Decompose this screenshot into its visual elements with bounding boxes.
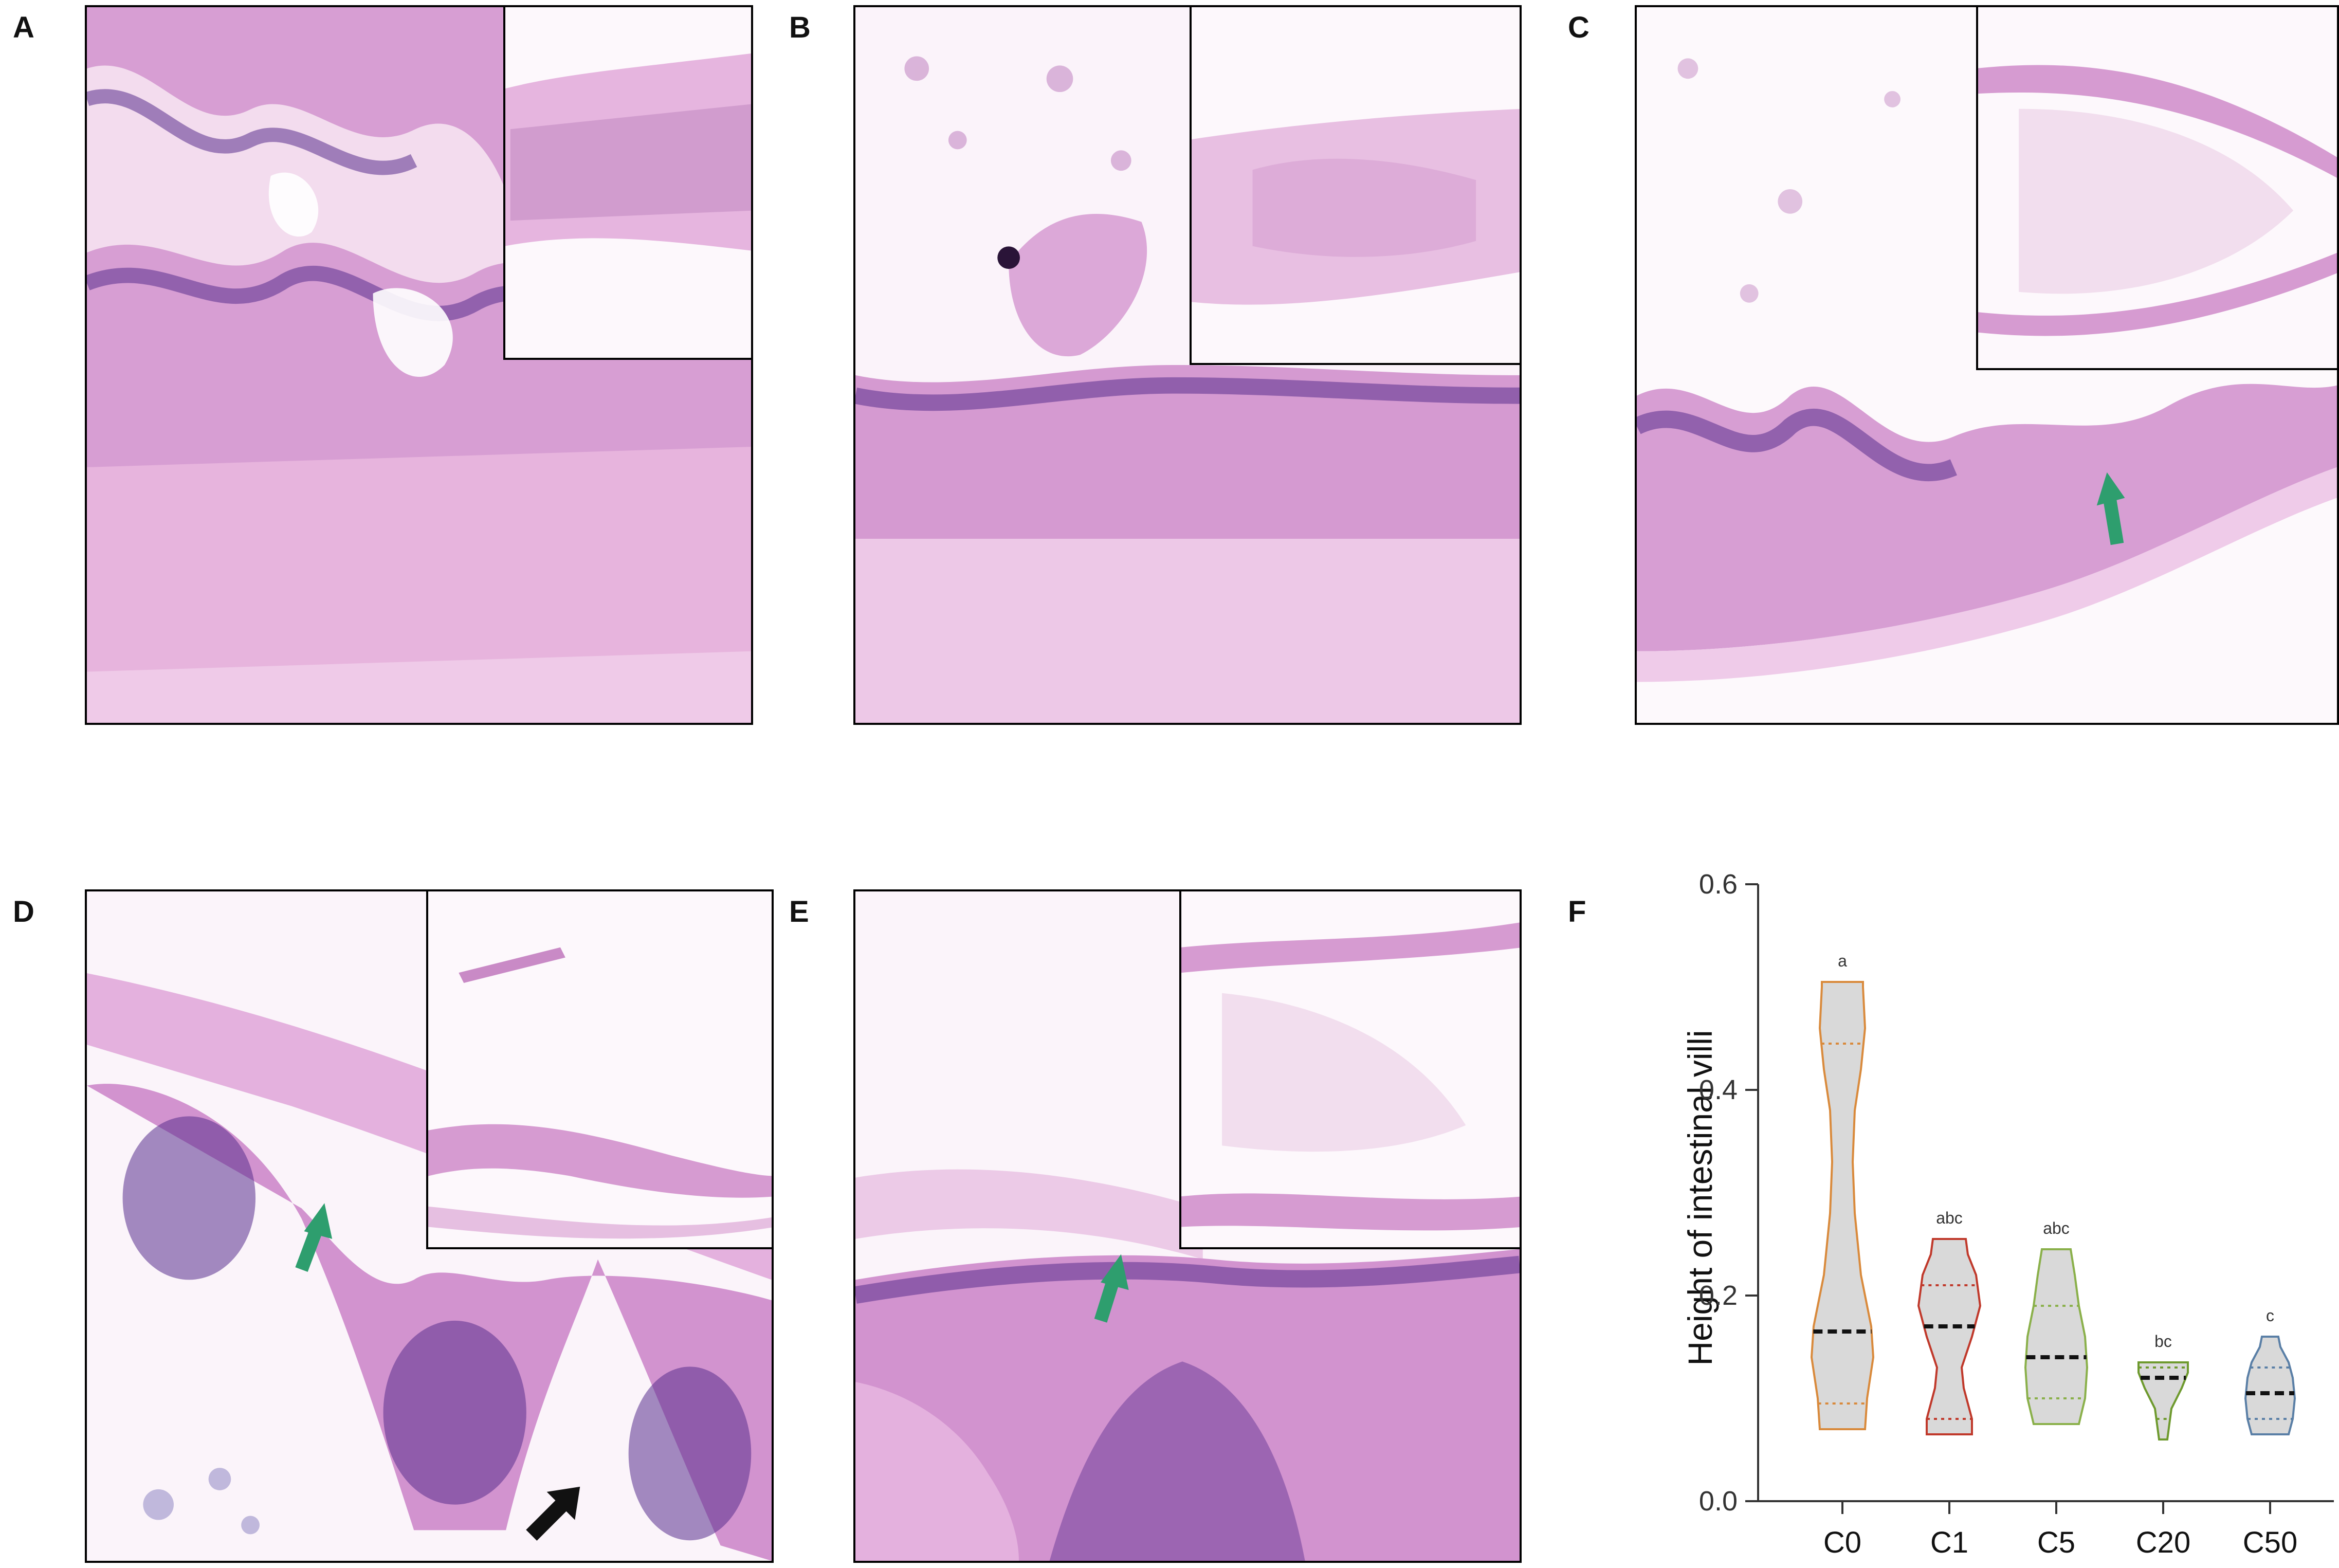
significance-letter: abc xyxy=(2043,1219,2070,1237)
panel-label-b: B xyxy=(789,11,811,44)
x-tick-label: C20 xyxy=(2136,1526,2190,1559)
panel-label-f: F xyxy=(1568,895,1586,928)
x-tick-label: C50 xyxy=(2243,1526,2297,1559)
micrograph-c xyxy=(1635,5,2339,725)
y-tick-label: 0.2 xyxy=(1699,1280,1738,1311)
violin-c1 xyxy=(1917,1238,1982,1435)
y-tick-label: 0.0 xyxy=(1699,1486,1738,1517)
black-arrow-icon xyxy=(526,1486,580,1541)
significance-letter: a xyxy=(1838,952,1847,970)
violin-c5 xyxy=(2024,1248,2089,1425)
violin-chart: Height of intestinal villi 0.0 0.2 0.4 0.6 … xyxy=(1635,833,2339,1568)
significance-letter: c xyxy=(2266,1306,2274,1325)
micrograph-e-inset xyxy=(1179,891,1520,1249)
green-arrow-icon xyxy=(295,1203,333,1272)
significance-letter: abc xyxy=(1936,1209,1963,1227)
significance-letter: bc xyxy=(2154,1332,2172,1351)
micrograph-c-inset xyxy=(1976,7,2337,370)
micrograph-b xyxy=(853,5,1522,725)
micrograph-d xyxy=(85,889,774,1563)
green-arrow-icon xyxy=(1094,1254,1129,1323)
violin-c0 xyxy=(1810,981,1875,1430)
y-axis-label: Height of intestinal villi xyxy=(1681,1030,1719,1366)
panel-label-a: A xyxy=(13,11,34,44)
x-tick-label: C1 xyxy=(1930,1526,1968,1559)
micrograph-a xyxy=(85,5,753,725)
x-tick-label: C5 xyxy=(2037,1526,2075,1559)
panel-label-c: C xyxy=(1568,11,1589,44)
micrograph-a-inset xyxy=(503,7,751,360)
y-tick-label: 0.4 xyxy=(1699,1074,1738,1105)
green-arrow-icon xyxy=(2096,472,2125,545)
x-tick-label: C0 xyxy=(1823,1526,1861,1559)
violin-c20 xyxy=(2137,1361,2189,1441)
micrograph-b-inset xyxy=(1190,7,1520,365)
panel-label-d: D xyxy=(13,895,34,928)
y-tick-label: 0.6 xyxy=(1699,869,1738,900)
panel-label-e: E xyxy=(789,895,809,928)
micrograph-e xyxy=(853,889,1522,1563)
micrograph-d-inset xyxy=(426,891,772,1249)
